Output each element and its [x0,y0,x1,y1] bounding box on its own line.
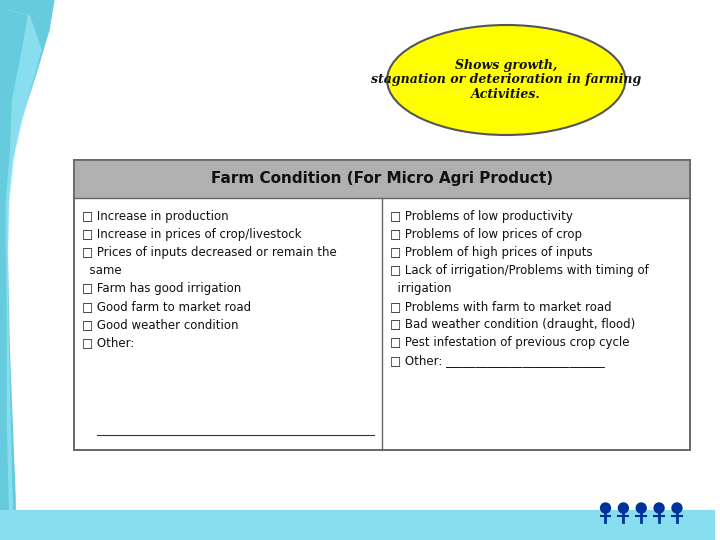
Text: irrigation: irrigation [390,282,451,295]
Text: □ Farm has good irrigation: □ Farm has good irrigation [82,282,242,295]
Text: Shows growth,
stagnation or deterioration in farming
Activities.: Shows growth, stagnation or deterioratio… [371,58,642,102]
Text: □ Problems of low prices of crop: □ Problems of low prices of crop [390,228,582,241]
Text: same: same [82,264,122,277]
Bar [74,160,690,450]
Text: □ Other: ___________________________: □ Other: ___________________________ [390,354,605,367]
Circle shape [654,503,664,513]
Text: □ Problems with farm to market road: □ Problems with farm to market road [390,300,612,313]
Text: □ Lack of irrigation/Problems with timing of: □ Lack of irrigation/Problems with timin… [390,264,649,277]
Circle shape [618,503,629,513]
Text: Farm Condition (For Micro Agri Product): Farm Condition (For Micro Agri Product) [211,172,553,186]
Text: □ Bad weather condition (draught, flood): □ Bad weather condition (draught, flood) [390,318,635,331]
Text: □ Other:: □ Other: [82,336,135,349]
Text: □ Problems of low productivity: □ Problems of low productivity [390,210,573,223]
Text: □ Increase in prices of crop/livestock: □ Increase in prices of crop/livestock [82,228,302,241]
Circle shape [672,503,682,513]
PathPatch shape [0,0,55,510]
Text: □ Problem of high prices of inputs: □ Problem of high prices of inputs [390,246,593,259]
PathPatch shape [5,10,42,510]
Text: □ Good weather condition: □ Good weather condition [82,318,239,331]
Ellipse shape [387,25,626,135]
Bar [74,160,690,198]
Text: □ Increase in production: □ Increase in production [82,210,229,223]
Circle shape [636,503,646,513]
Circle shape [600,503,611,513]
Text: □ Prices of inputs decreased or remain the: □ Prices of inputs decreased or remain t… [82,246,337,259]
Bar [0,510,715,540]
Text: □ Pest infestation of previous crop cycle: □ Pest infestation of previous crop cycl… [390,336,629,349]
Text: □ Good farm to market road: □ Good farm to market road [82,300,251,313]
